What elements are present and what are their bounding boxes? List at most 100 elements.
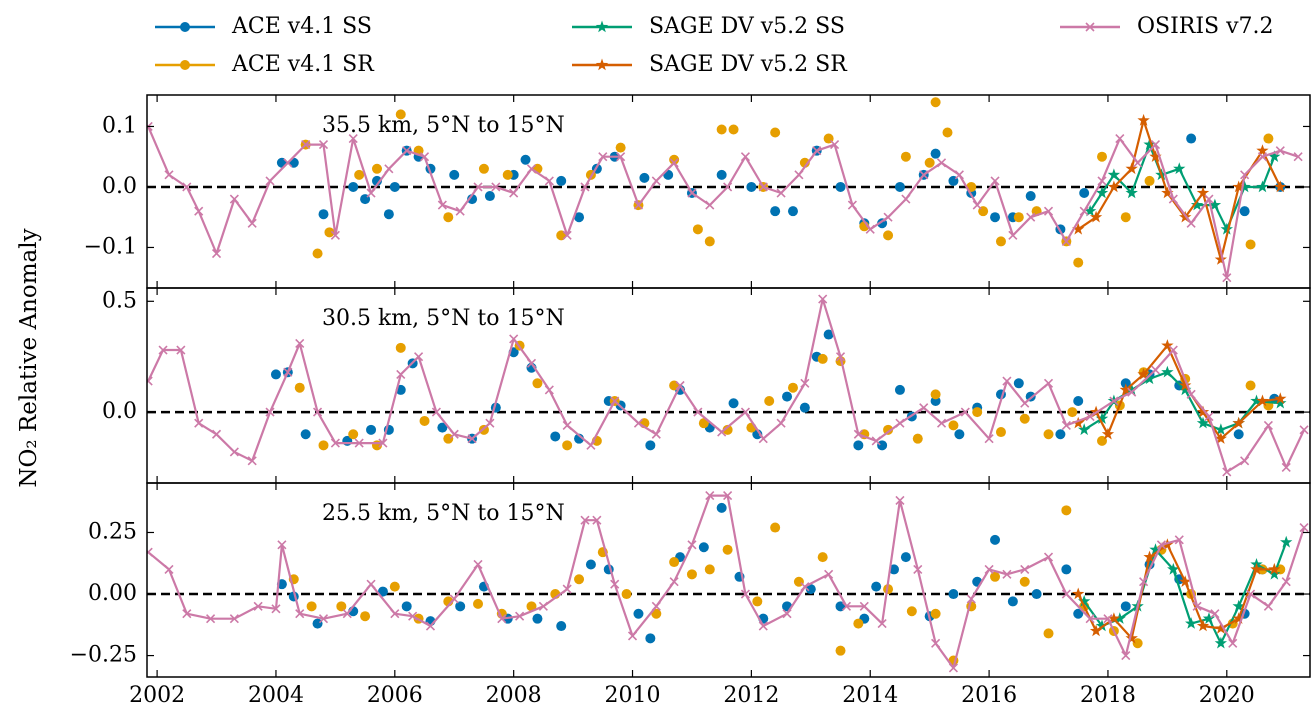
data-point xyxy=(776,418,786,428)
axes-frame xyxy=(146,482,1311,678)
data-point xyxy=(1072,222,1085,235)
legend-marker xyxy=(180,22,190,32)
data-point xyxy=(1103,614,1113,624)
data-point xyxy=(1204,194,1214,204)
x-tick-label: 2012 xyxy=(723,683,779,708)
data-point xyxy=(515,611,525,621)
data-point xyxy=(645,633,656,644)
data-point xyxy=(324,227,335,238)
data-point xyxy=(396,369,406,379)
data-point xyxy=(1161,365,1174,378)
data-point xyxy=(378,438,388,448)
data-point xyxy=(948,663,958,673)
data-point xyxy=(1214,253,1227,265)
data-point xyxy=(271,604,281,614)
data-point xyxy=(1079,206,1089,216)
data-point xyxy=(782,609,792,619)
data-point xyxy=(1232,180,1245,193)
data-point xyxy=(824,569,834,579)
data-point xyxy=(930,608,941,619)
data-point xyxy=(1020,398,1030,408)
data-point xyxy=(900,151,911,162)
data-point xyxy=(1220,222,1233,235)
data-point xyxy=(147,547,153,557)
data-point xyxy=(823,329,834,340)
data-point xyxy=(705,490,715,501)
y-tick-label: 0.0 xyxy=(102,399,137,424)
data-point xyxy=(1233,429,1244,440)
data-point xyxy=(723,490,733,501)
data-point xyxy=(419,415,430,426)
data-point xyxy=(651,601,661,611)
data-point xyxy=(1125,383,1138,396)
data-point xyxy=(419,152,430,162)
data-point xyxy=(556,621,567,632)
data-point xyxy=(758,434,768,444)
data-point xyxy=(348,429,359,440)
data-point xyxy=(1299,425,1309,435)
data-point xyxy=(633,200,644,210)
data-point xyxy=(1256,144,1269,156)
data-point xyxy=(1274,392,1287,405)
data-point xyxy=(1214,636,1227,649)
data-point xyxy=(960,407,970,417)
data-point xyxy=(390,609,400,619)
data-point xyxy=(704,236,715,247)
data-point xyxy=(764,396,775,407)
data-point xyxy=(698,542,709,553)
data-point xyxy=(1002,569,1012,579)
data-point xyxy=(1268,567,1281,580)
data-point xyxy=(592,515,602,525)
data-point xyxy=(758,621,768,631)
data-point xyxy=(1120,212,1131,223)
data-point xyxy=(1149,150,1162,162)
data-point xyxy=(1150,365,1161,375)
data-point xyxy=(330,230,340,240)
x-tick-label: 2010 xyxy=(605,683,661,708)
data-point xyxy=(265,407,275,417)
data-point xyxy=(247,218,257,228)
data-point xyxy=(1078,594,1091,607)
data-point xyxy=(580,182,590,192)
data-point xyxy=(835,352,846,362)
data-point xyxy=(414,352,424,362)
data-point xyxy=(1073,396,1084,407)
legend-marker xyxy=(1085,22,1095,32)
data-point xyxy=(728,398,739,409)
data-point xyxy=(383,209,394,220)
data-point xyxy=(639,172,650,183)
data-point xyxy=(509,334,519,344)
data-point xyxy=(526,358,537,368)
data-point xyxy=(1204,411,1214,422)
data-point xyxy=(1274,180,1287,193)
data-point xyxy=(484,191,495,202)
data-point xyxy=(1125,186,1138,199)
data-point xyxy=(716,124,727,135)
data-point xyxy=(675,380,685,391)
data-point xyxy=(176,345,186,355)
data-point xyxy=(1137,367,1150,380)
data-point xyxy=(669,557,680,568)
data-point xyxy=(990,571,1001,582)
data-point xyxy=(366,579,376,589)
data-point xyxy=(1281,577,1291,587)
data-point xyxy=(1179,575,1192,587)
data-point xyxy=(770,522,781,533)
data-point xyxy=(1240,170,1250,180)
data-point xyxy=(770,127,781,138)
data-point xyxy=(1274,396,1287,409)
data-point xyxy=(877,440,888,451)
data-point xyxy=(616,152,626,162)
data-point xyxy=(247,456,257,466)
data-point xyxy=(389,581,400,592)
data-point xyxy=(1222,467,1232,477)
data-point xyxy=(740,407,751,417)
data-point xyxy=(574,574,585,585)
data-point xyxy=(1202,612,1216,624)
data-point xyxy=(532,378,543,389)
data-point xyxy=(865,224,875,234)
data-point xyxy=(1043,378,1054,388)
legend-marker xyxy=(180,60,190,70)
data-point xyxy=(1143,550,1156,563)
data-point xyxy=(1179,383,1192,396)
